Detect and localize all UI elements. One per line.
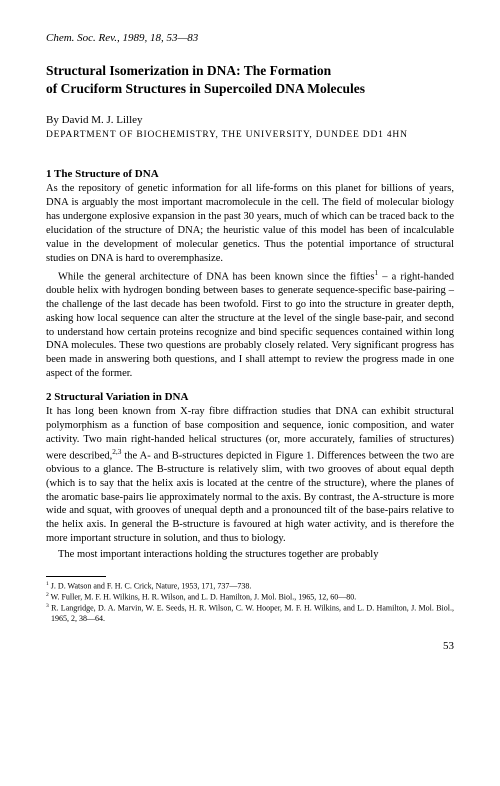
author-affiliation: DEPARTMENT OF BIOCHEMISTRY, THE UNIVERSI… bbox=[46, 130, 454, 140]
author-name: By David M. J. Lilley bbox=[46, 114, 454, 126]
section-1-heading: 1 The Structure of DNA bbox=[46, 168, 454, 180]
footnote-2: 2 W. Fuller, M. F. H. Wilkins, H. R. Wil… bbox=[46, 592, 454, 603]
article-title: Structural Isomerization in DNA: The For… bbox=[46, 62, 454, 98]
section-2-heading: 2 Structural Variation in DNA bbox=[46, 391, 454, 403]
section-2-paragraph-1: It has long been known from X-ray fibre … bbox=[46, 405, 454, 546]
title-line-1: Structural Isomerization in DNA: The For… bbox=[46, 63, 331, 78]
section-2-paragraph-2: The most important interactions holding … bbox=[46, 548, 454, 562]
text-span: – a right-handed double helix with hydro… bbox=[46, 271, 454, 379]
section-1-paragraph-2: While the general architecture of DNA ha… bbox=[46, 268, 454, 381]
section-1-paragraph-1: As the repository of genetic information… bbox=[46, 182, 454, 265]
page-number: 53 bbox=[46, 640, 454, 652]
footnote-1: 1 J. D. Watson and F. H. C. Crick, Natur… bbox=[46, 581, 454, 592]
journal-reference: Chem. Soc. Rev., 1989, 18, 53—83 bbox=[46, 32, 454, 44]
footnote-text: J. D. Watson and F. H. C. Crick, Nature,… bbox=[49, 582, 252, 591]
page-container: Chem. Soc. Rev., 1989, 18, 53—83 Structu… bbox=[0, 0, 500, 672]
footnote-separator bbox=[46, 576, 106, 577]
text-span: the A- and B-structures depicted in Figu… bbox=[46, 450, 454, 544]
footnote-text: W. Fuller, M. F. H. Wilkins, H. R. Wilso… bbox=[49, 593, 356, 602]
text-span: While the general architecture of DNA ha… bbox=[58, 271, 374, 282]
footnote-text: R. Langridge, D. A. Marvin, W. E. Seeds,… bbox=[49, 604, 454, 623]
title-line-2: of Cruciform Structures in Supercoiled D… bbox=[46, 81, 365, 96]
footnote-3: 3 R. Langridge, D. A. Marvin, W. E. Seed… bbox=[46, 603, 454, 624]
